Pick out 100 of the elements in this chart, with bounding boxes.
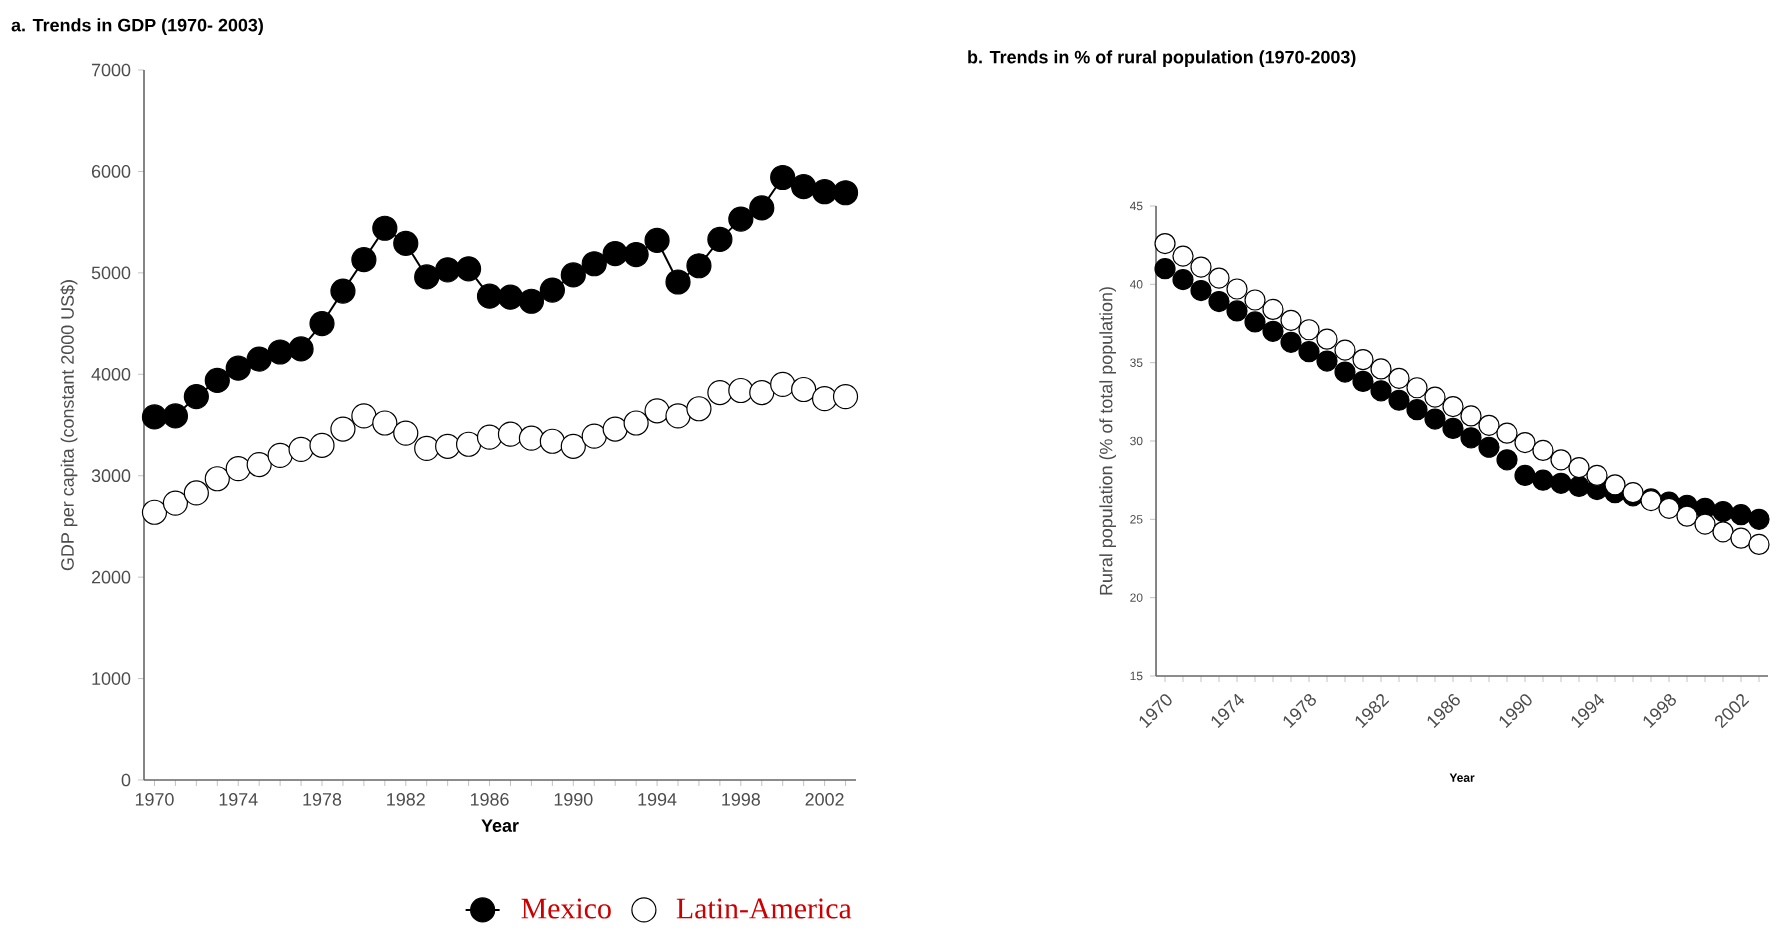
x-tick-label: 1978 <box>303 793 342 806</box>
point <box>707 226 733 252</box>
x-tick-label: 1982 <box>387 793 425 806</box>
point <box>1532 469 1554 491</box>
point <box>1550 472 1572 494</box>
point <box>832 180 859 206</box>
point <box>1676 505 1698 527</box>
point <box>267 442 293 469</box>
point <box>183 480 209 506</box>
point <box>455 431 482 457</box>
point <box>225 355 251 381</box>
point <box>497 421 524 447</box>
point <box>204 466 230 492</box>
point <box>1244 311 1266 333</box>
point <box>435 257 461 283</box>
point <box>749 379 775 406</box>
point <box>686 253 712 279</box>
point <box>183 384 209 410</box>
point <box>1262 320 1284 342</box>
point <box>644 227 670 254</box>
point <box>309 310 335 337</box>
y-axis-title: GDP per capita (constant 2000 US$) <box>60 280 78 571</box>
point <box>267 339 293 365</box>
point <box>1208 290 1230 313</box>
point <box>518 425 545 451</box>
point <box>162 490 189 516</box>
point <box>1190 279 1212 302</box>
point <box>811 179 838 205</box>
point <box>665 403 691 429</box>
point <box>1424 408 1446 430</box>
point <box>1280 331 1302 353</box>
point <box>539 277 565 303</box>
x-tick-label: 1986 <box>470 793 509 806</box>
point <box>560 433 586 459</box>
point <box>1442 417 1464 440</box>
x-tick-label: 1994 <box>638 793 677 806</box>
point <box>372 215 398 241</box>
point <box>665 269 691 295</box>
y-tick-label: 1000 <box>92 672 131 685</box>
y-tick-label: 4000 <box>91 367 131 381</box>
point <box>1658 497 1680 519</box>
point <box>518 288 545 314</box>
point <box>393 420 419 446</box>
point <box>1604 474 1626 496</box>
point <box>811 386 838 412</box>
chart-title: b. Trends in % of rural population (1970-2003) <box>968 50 1356 67</box>
point <box>791 174 817 200</box>
point <box>832 384 859 410</box>
point <box>372 410 398 436</box>
point <box>351 403 377 429</box>
point <box>1748 508 1770 530</box>
point <box>476 424 503 450</box>
point <box>330 278 356 304</box>
point <box>539 428 565 454</box>
y-tick-label: 5000 <box>91 266 131 280</box>
point <box>1334 361 1356 383</box>
point <box>1460 427 1482 449</box>
point <box>330 416 356 442</box>
point <box>435 433 461 459</box>
point <box>644 398 670 424</box>
point <box>1388 389 1410 411</box>
point <box>288 336 314 362</box>
point <box>707 379 733 406</box>
x-tick-label: 1990 <box>554 793 593 806</box>
point <box>246 451 272 478</box>
point <box>246 346 272 372</box>
point <box>602 240 628 267</box>
point <box>476 283 503 309</box>
point <box>623 242 649 268</box>
point <box>791 376 817 403</box>
point <box>1712 500 1734 523</box>
point <box>414 435 440 461</box>
point <box>309 432 335 458</box>
point <box>1226 300 1248 322</box>
point <box>1514 464 1536 487</box>
x-axis-title: Year <box>481 819 519 832</box>
point <box>225 456 251 482</box>
y-tick-label: 2000 <box>91 570 131 584</box>
y-axis-title: Rural population (% of total population) <box>1099 287 1116 595</box>
point <box>1730 504 1752 526</box>
point <box>1478 436 1500 458</box>
x-tick-label: 1998 <box>722 793 760 806</box>
point <box>141 499 168 525</box>
legend-label: Latin-America <box>676 898 852 919</box>
point <box>728 377 754 404</box>
point <box>770 164 796 191</box>
point <box>686 396 712 422</box>
point <box>581 251 607 277</box>
point <box>455 256 482 282</box>
point <box>749 195 775 221</box>
x-tick-label: 1974 <box>219 793 258 806</box>
y-tick-label: 6000 <box>91 165 131 178</box>
point <box>1568 475 1590 498</box>
point <box>1496 449 1518 471</box>
point <box>1172 269 1194 291</box>
point <box>204 367 230 393</box>
point <box>162 403 189 429</box>
point <box>1406 399 1428 421</box>
point <box>393 230 419 257</box>
point <box>351 247 377 273</box>
